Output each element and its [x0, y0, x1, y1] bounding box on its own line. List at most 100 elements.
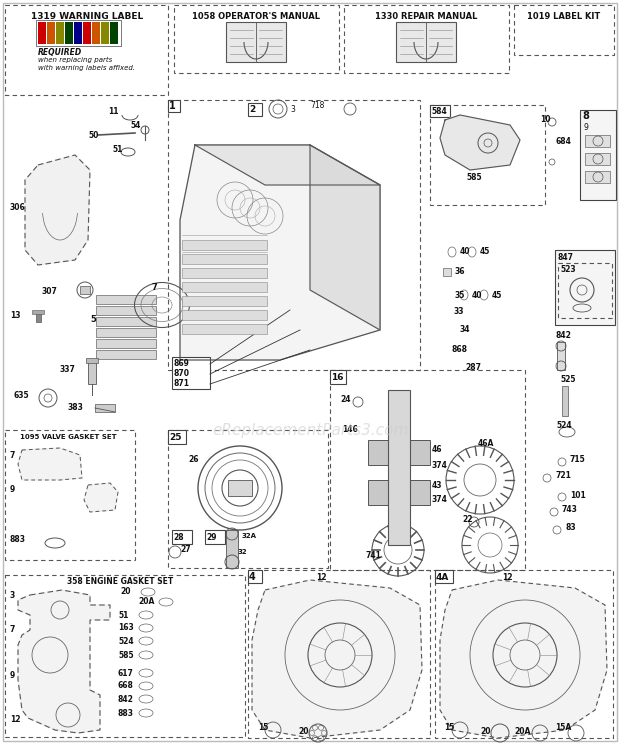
Text: REQUIRED: REQUIRED: [38, 48, 82, 57]
Text: 721: 721: [555, 472, 571, 481]
Polygon shape: [252, 580, 422, 738]
Bar: [226, 22, 286, 62]
Bar: [430, 105, 545, 205]
Bar: [32, 310, 44, 314]
Text: 15A: 15A: [555, 723, 571, 733]
Text: 741: 741: [365, 551, 381, 559]
Bar: [388, 390, 410, 545]
Text: 871: 871: [174, 379, 190, 388]
Text: 374: 374: [432, 461, 448, 469]
Text: 33: 33: [454, 307, 464, 316]
Text: 32: 32: [238, 549, 247, 555]
Bar: [80, 286, 90, 294]
Text: 40: 40: [472, 290, 482, 300]
Text: 16: 16: [331, 373, 343, 382]
Bar: [562, 386, 568, 416]
Text: 585: 585: [118, 650, 134, 659]
Bar: [557, 342, 565, 370]
Bar: [168, 430, 186, 444]
Bar: [248, 570, 430, 738]
Bar: [228, 480, 252, 496]
Text: 3: 3: [290, 104, 295, 114]
Bar: [172, 357, 210, 389]
Text: 9: 9: [584, 124, 589, 132]
Bar: [86, 358, 98, 363]
Bar: [330, 370, 346, 384]
Bar: [96, 295, 156, 304]
Text: 27: 27: [180, 545, 190, 554]
Text: 7: 7: [152, 283, 157, 292]
Bar: [555, 250, 615, 325]
Bar: [368, 440, 430, 465]
Bar: [585, 135, 610, 147]
Text: 50: 50: [88, 130, 99, 139]
Text: 28: 28: [173, 533, 184, 542]
Text: 46A: 46A: [478, 440, 494, 449]
Text: 306: 306: [10, 204, 26, 213]
Text: 3: 3: [10, 591, 16, 600]
Bar: [580, 110, 616, 200]
Bar: [96, 339, 156, 348]
Bar: [182, 324, 267, 334]
Bar: [368, 480, 430, 505]
Polygon shape: [180, 145, 380, 360]
Bar: [56, 22, 64, 44]
Text: 20A: 20A: [138, 597, 154, 606]
Polygon shape: [18, 448, 82, 480]
Bar: [101, 22, 109, 44]
Text: 584: 584: [431, 106, 447, 115]
Bar: [110, 22, 118, 44]
Bar: [172, 530, 192, 544]
Polygon shape: [310, 145, 380, 330]
Text: 617: 617: [118, 669, 134, 678]
Bar: [168, 100, 420, 370]
Text: 20: 20: [120, 588, 130, 597]
Bar: [205, 530, 225, 544]
Text: 15: 15: [444, 723, 454, 733]
Text: 358 ENGINE GASKET SET: 358 ENGINE GASKET SET: [67, 577, 173, 586]
Text: 29: 29: [206, 533, 216, 542]
Text: 7: 7: [10, 451, 16, 460]
Bar: [74, 22, 82, 44]
Bar: [96, 306, 156, 315]
Text: 13: 13: [10, 312, 20, 321]
Bar: [5, 575, 245, 737]
Text: 45: 45: [492, 290, 502, 300]
Text: 842: 842: [555, 330, 571, 339]
Text: 36: 36: [455, 268, 466, 277]
Text: 24: 24: [340, 396, 350, 405]
Bar: [435, 570, 453, 583]
Text: 524: 524: [556, 420, 572, 429]
Text: 1319 WARNING LABEL: 1319 WARNING LABEL: [31, 12, 143, 21]
Text: 307: 307: [42, 287, 58, 297]
Bar: [558, 263, 612, 318]
Text: 869: 869: [174, 359, 190, 368]
Text: 1: 1: [169, 101, 175, 111]
Text: 868: 868: [452, 345, 468, 354]
Text: 1330 REPAIR MANUAL: 1330 REPAIR MANUAL: [375, 12, 477, 21]
Text: 7: 7: [10, 626, 16, 635]
Polygon shape: [25, 155, 90, 265]
Text: 847: 847: [557, 252, 573, 261]
Bar: [182, 254, 267, 264]
Text: eReplacementParts3.com: eReplacementParts3.com: [212, 423, 408, 437]
Bar: [182, 310, 267, 320]
Text: 43: 43: [432, 481, 443, 490]
Text: 10: 10: [540, 115, 551, 124]
Bar: [5, 430, 135, 560]
Text: 25: 25: [169, 432, 182, 441]
Bar: [36, 312, 41, 322]
Text: when replacing parts: when replacing parts: [38, 57, 112, 63]
Text: 51: 51: [112, 146, 122, 155]
Text: 40: 40: [460, 248, 471, 257]
Bar: [248, 103, 262, 116]
Bar: [5, 5, 168, 95]
Bar: [435, 570, 613, 738]
Text: 523: 523: [560, 266, 575, 275]
Bar: [396, 22, 456, 62]
Bar: [226, 530, 238, 568]
Text: 26: 26: [188, 455, 198, 464]
Text: 20A: 20A: [514, 728, 530, 737]
Bar: [182, 268, 267, 278]
Text: 46: 46: [432, 446, 443, 455]
